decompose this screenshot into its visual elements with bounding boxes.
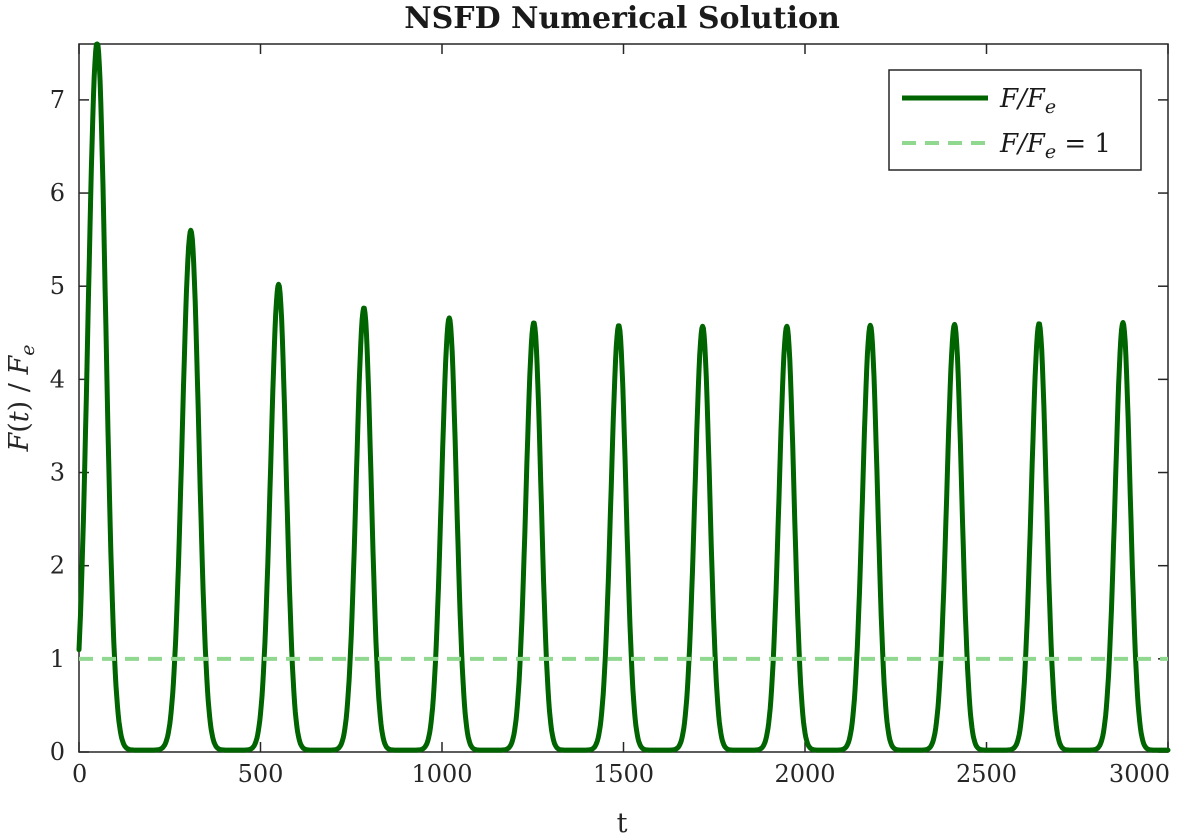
y-label-paren-open: ( bbox=[4, 422, 35, 433]
y-tick-label: 1 bbox=[50, 645, 65, 673]
x-tick-label: 3000 bbox=[1109, 760, 1170, 788]
series-line-f-over-fe bbox=[76, 41, 1171, 753]
x-tick-label: 500 bbox=[238, 760, 284, 788]
y-label-f: F bbox=[4, 431, 35, 452]
legend-0-sub: e bbox=[1045, 96, 1056, 118]
y-label-paren-close: ) bbox=[4, 401, 35, 412]
y-axis: 0 1 2 3 4 5 6 7 bbox=[50, 86, 1168, 766]
x-axis: 0 500 1000 1500 2000 2500 3000 bbox=[72, 44, 1170, 788]
legend-label-reference-one: F/Fe = 1 bbox=[999, 129, 1111, 163]
y-label-slash: / bbox=[4, 375, 35, 401]
y-label-t: t bbox=[4, 411, 35, 422]
y-tick-label: 3 bbox=[50, 459, 65, 487]
y-label-fe: F bbox=[4, 355, 35, 376]
chart-title: NSFD Numerical Solution bbox=[404, 1, 840, 36]
series-layer bbox=[76, 41, 1171, 753]
legend-1-sub: e bbox=[1045, 141, 1056, 163]
legend: F/Fe F/Fe = 1 bbox=[888, 69, 1142, 171]
y-axis-label: F(t) / Fe bbox=[4, 345, 39, 453]
legend-1-main: F/F bbox=[999, 129, 1046, 159]
y-tick-label: 5 bbox=[50, 272, 65, 300]
x-tick-label: 2000 bbox=[774, 760, 835, 788]
y-tick-label: 6 bbox=[50, 179, 65, 207]
x-tick-label: 2500 bbox=[956, 760, 1017, 788]
legend-label-f-over-fe: F/Fe bbox=[999, 84, 1056, 118]
x-tick-label: 1000 bbox=[411, 760, 472, 788]
x-tick-label: 1500 bbox=[593, 760, 654, 788]
legend-1-suffix: = 1 bbox=[1056, 129, 1111, 159]
y-tick-label: 7 bbox=[50, 86, 65, 114]
y-label-fe-sub: e bbox=[17, 345, 39, 356]
legend-box bbox=[888, 69, 1142, 171]
legend-0-main: F/F bbox=[999, 84, 1046, 114]
x-axis-label: t bbox=[617, 808, 628, 836]
y-tick-label: 2 bbox=[50, 552, 65, 580]
y-tick-label: 4 bbox=[50, 365, 65, 393]
y-tick-label: 0 bbox=[50, 738, 65, 766]
x-tick-label: 0 bbox=[72, 760, 87, 788]
